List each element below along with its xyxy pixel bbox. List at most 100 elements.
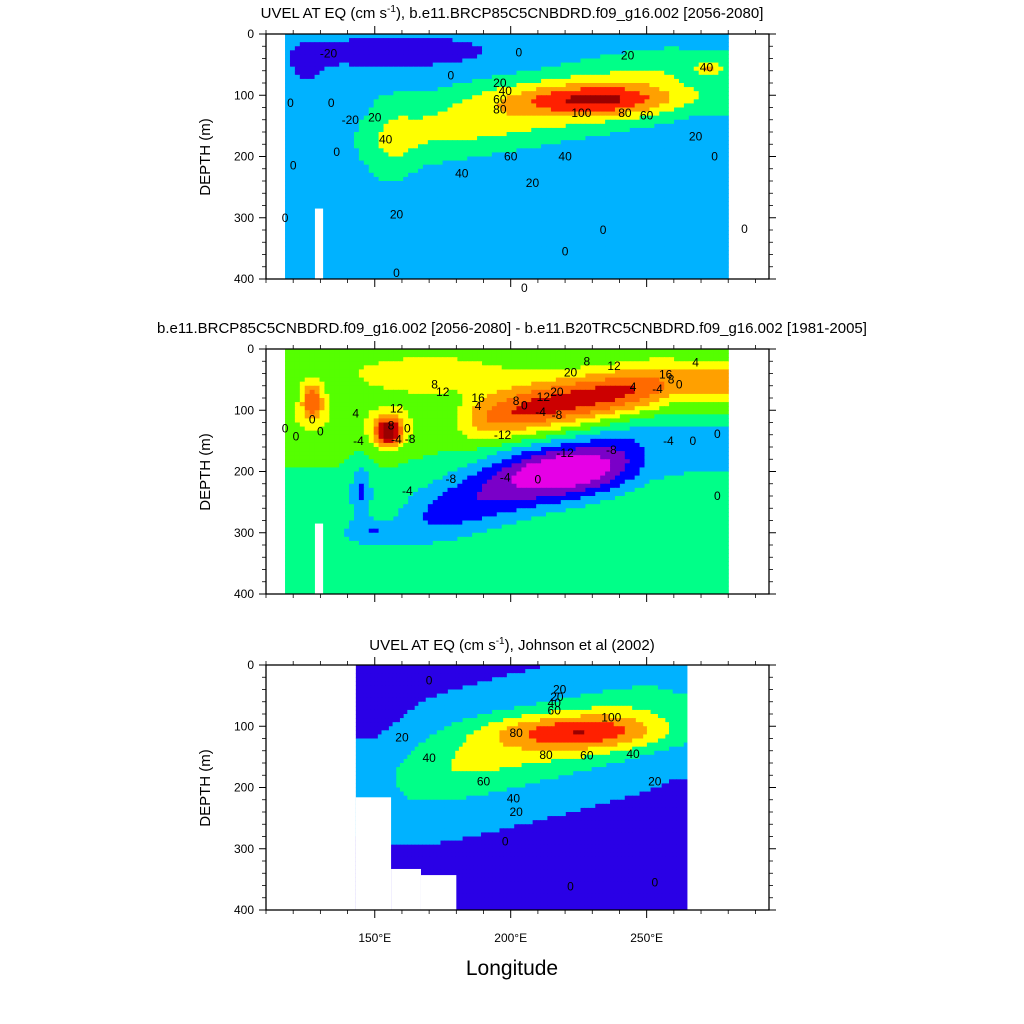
field-cell	[408, 140, 414, 145]
field-cell	[486, 115, 493, 121]
field-cell	[408, 62, 414, 68]
field-cell	[368, 136, 375, 141]
field-cell	[334, 95, 340, 100]
field-cell	[299, 83, 306, 88]
field-cell	[526, 246, 532, 252]
field-cell	[610, 148, 616, 154]
field-cell	[383, 197, 390, 203]
field-cell	[683, 164, 690, 170]
field-cell	[678, 209, 685, 215]
field-cell	[422, 176, 429, 182]
field-cell	[605, 156, 611, 162]
field-cell	[299, 34, 306, 39]
field-cell	[329, 193, 335, 198]
field-cell	[511, 42, 518, 47]
field-cell	[693, 185, 700, 190]
field-cell	[339, 176, 345, 182]
field-cell	[526, 136, 532, 141]
field-cell	[664, 54, 670, 60]
field-cell	[408, 189, 414, 194]
field-cell	[344, 197, 350, 203]
field-cell	[565, 54, 572, 60]
field-cell	[585, 185, 591, 190]
field-cell	[600, 87, 606, 92]
field-cell	[669, 230, 675, 235]
field-cell	[467, 254, 473, 260]
field-cell	[462, 111, 468, 117]
field-cell	[285, 62, 291, 68]
field-cell	[619, 246, 626, 252]
field-cell	[526, 78, 532, 84]
field-cell	[393, 123, 399, 129]
field-cell	[319, 197, 326, 203]
field-cell	[654, 66, 660, 72]
field-cell	[619, 87, 626, 92]
field-cell	[329, 74, 335, 80]
field-cell	[486, 66, 493, 72]
field-cell	[388, 87, 394, 92]
field-cell	[521, 115, 527, 121]
field-cell	[324, 209, 330, 215]
field-cell	[654, 115, 660, 121]
field-cell	[619, 185, 626, 190]
field-cell	[644, 152, 651, 158]
field-cell	[610, 230, 616, 235]
field-cell	[550, 160, 557, 166]
field-cell	[496, 46, 503, 51]
field-cell	[339, 225, 345, 231]
field-cell	[373, 148, 380, 154]
field-cell	[373, 119, 380, 125]
field-cell	[378, 193, 385, 198]
field-cell	[413, 205, 419, 211]
field-cell	[452, 201, 458, 207]
field-cell	[580, 91, 587, 96]
field-cell	[575, 70, 582, 76]
field-cell	[462, 217, 468, 223]
field-cell	[570, 197, 577, 203]
field-cell	[511, 185, 518, 190]
field-cell	[289, 70, 296, 76]
field-cell	[674, 54, 680, 60]
field-cell	[546, 246, 552, 252]
field-cell	[693, 250, 700, 256]
field-cell	[403, 78, 409, 84]
field-cell	[624, 42, 631, 47]
field-cell	[289, 152, 296, 158]
field-cell	[299, 119, 306, 125]
field-cell	[644, 66, 651, 72]
field-cell	[536, 62, 542, 68]
field-cell	[339, 50, 345, 56]
field-cell	[324, 144, 330, 149]
field-cell	[285, 258, 291, 264]
field-cell	[339, 193, 345, 198]
field-cell	[723, 156, 729, 162]
field-cell	[408, 217, 414, 223]
field-cell	[314, 189, 321, 194]
field-cell	[482, 168, 488, 174]
field-cell	[683, 99, 690, 105]
field-cell	[595, 181, 601, 186]
field-cell	[575, 234, 582, 239]
field-cell	[319, 164, 326, 170]
field-cell	[506, 193, 513, 198]
field-cell	[314, 127, 321, 133]
field-cell	[398, 58, 404, 64]
field-cell	[555, 34, 562, 39]
field-cell	[491, 132, 498, 137]
field-cell	[580, 70, 587, 76]
field-cell	[555, 127, 562, 133]
field-cell	[516, 42, 522, 47]
field-cell	[531, 46, 537, 51]
field-cell	[289, 250, 296, 256]
field-cell	[580, 250, 587, 256]
field-cell	[294, 254, 301, 260]
field-cell	[486, 225, 493, 231]
field-cell	[595, 87, 601, 92]
field-cell	[427, 193, 434, 198]
field-cell	[442, 78, 449, 84]
field-cell	[624, 58, 631, 64]
field-cell	[708, 115, 715, 121]
field-cell	[324, 185, 330, 190]
field-cell	[649, 66, 655, 72]
field-cell	[614, 38, 621, 43]
